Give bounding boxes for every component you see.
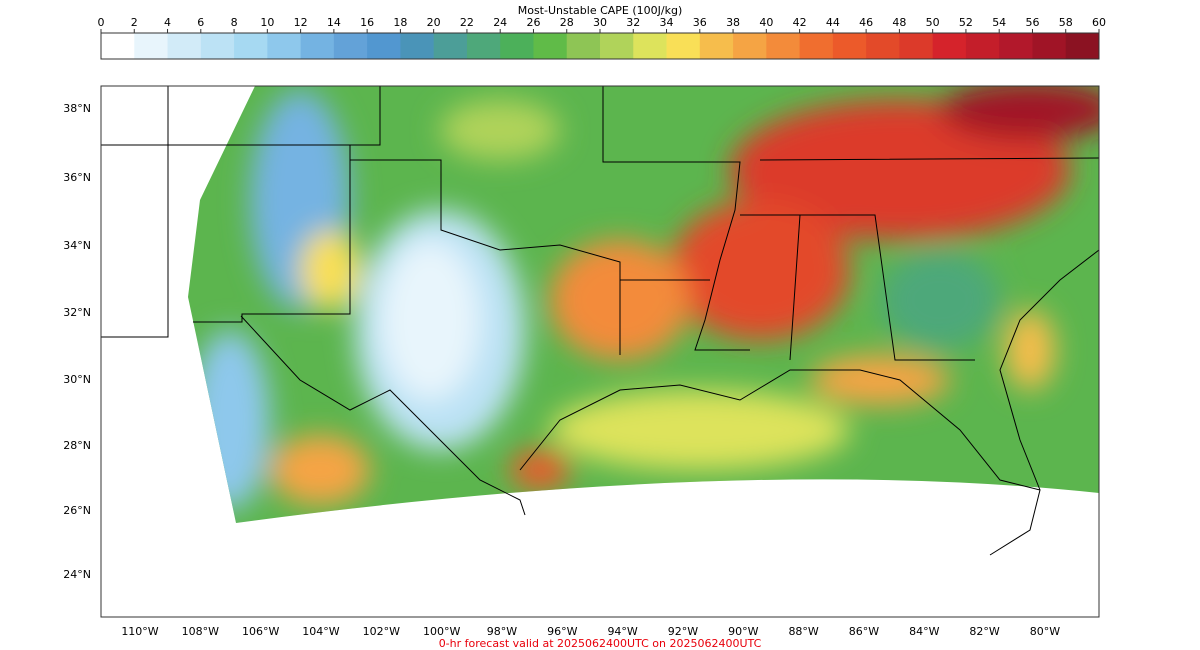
colorbar-bin [267, 33, 302, 59]
lon-labels: 110°W 108°W 106°W 104°W 102°W 100°W 98°W 96°W 94… [121, 625, 1060, 638]
lon-label: 102°W [363, 625, 400, 638]
lon-label: 108°W [182, 625, 219, 638]
lon-label: 90°W [728, 625, 758, 638]
colorbar-tick-label: 4 [164, 16, 171, 29]
colorbar-bin [433, 33, 468, 59]
colorbar-tick-label: 6 [197, 16, 204, 29]
colorbar-tick-label: 8 [231, 16, 238, 29]
colorbar-bin [566, 33, 601, 59]
colorbar-bin [333, 33, 368, 59]
colorbar-tick-label: 12 [294, 16, 308, 29]
colorbar-bin [866, 33, 900, 59]
colorbar-bin [134, 33, 169, 59]
colorbar-tick-label: 18 [393, 16, 407, 29]
colorbar-tick-label: 16 [360, 16, 374, 29]
lat-label: 24°N [63, 568, 91, 581]
lon-label: 84°W [909, 625, 939, 638]
cape-field [188, 86, 1099, 523]
colorbar-tick-label: 30 [593, 16, 607, 29]
colorbar-bin [699, 33, 734, 59]
colorbar-tick-label: 2 [131, 16, 138, 29]
colorbar-tick-label: 52 [959, 16, 973, 29]
colorbar-tick-label: 60 [1092, 16, 1106, 29]
lon-label: 104°W [302, 625, 339, 638]
lat-label: 28°N [63, 439, 91, 452]
colorbar-tick-label: 26 [526, 16, 540, 29]
lon-label: 80°W [1030, 625, 1060, 638]
colorbar-tick-label: 42 [793, 16, 807, 29]
colorbar-bin [167, 33, 202, 59]
colorbar-bin [999, 33, 1033, 59]
colorbar-title: Most-Unstable CAPE (100J/kg) [518, 4, 683, 17]
colorbar-bin [766, 33, 801, 59]
colorbar-tick-label: 0 [98, 16, 105, 29]
lon-label: 110°W [121, 625, 158, 638]
colorbar-tick-label: 32 [626, 16, 640, 29]
colorbar-tick-label: 56 [1025, 16, 1039, 29]
lat-label: 32°N [63, 306, 91, 319]
colorbar-bin [300, 33, 335, 59]
lon-label: 88°W [788, 625, 818, 638]
colorbar-tick-label: 50 [926, 16, 940, 29]
colorbar-bin [500, 33, 534, 59]
colorbar-tick-label: 14 [327, 16, 341, 29]
colorbar-bin [1065, 33, 1100, 59]
colorbar-bin [965, 33, 1000, 59]
colorbar-bin [200, 33, 235, 59]
colorbar-tick-label: 44 [826, 16, 840, 29]
map-frame [100, 85, 1100, 618]
colorbar-tick-label: 36 [693, 16, 707, 29]
colorbar-tick-label: 46 [859, 16, 873, 29]
lon-label: 94°W [607, 625, 637, 638]
colorbar-bin [400, 33, 435, 59]
lon-label: 86°W [849, 625, 879, 638]
lat-label: 38°N [63, 102, 91, 115]
colorbar-bin [367, 33, 401, 59]
colorbar-bin [733, 33, 767, 59]
colorbar-tick-label: 24 [493, 16, 507, 29]
boundaries [101, 86, 1100, 556]
lat-label: 36°N [63, 171, 91, 184]
colorbar-bin [932, 33, 967, 59]
lon-label: 106°W [242, 625, 279, 638]
lon-label: 92°W [668, 625, 698, 638]
colorbar-tick-label: 20 [427, 16, 441, 29]
colorbar-tick-label: 58 [1059, 16, 1073, 29]
colorbar-tick-label: 10 [260, 16, 274, 29]
colorbar-tick-label: 28 [560, 16, 574, 29]
colorbar-tick-label: 38 [726, 16, 740, 29]
colorbar: 0 2 4 6 8 10 12 14 16 18 20 22 24 26 28 30 32 34 36 38 40 42 4… [98, 16, 1106, 59]
colorbar-tick-label: 22 [460, 16, 474, 29]
footer: 0-hr forecast valid at 2025062400UTC on … [439, 637, 762, 650]
colorbar-bin [600, 33, 634, 59]
colorbar-tick-label: 40 [759, 16, 773, 29]
colorbar-bin [633, 33, 668, 59]
colorbar-bin [799, 33, 834, 59]
colorbar-tick-label: 48 [892, 16, 906, 29]
colorbar-bin [466, 33, 501, 59]
colorbar-frame [100, 32, 1100, 60]
lon-label: 96°W [547, 625, 577, 638]
colorbar-tick-label: 34 [660, 16, 674, 29]
lon-label: 98°W [487, 625, 517, 638]
colorbar-bin [1032, 33, 1067, 59]
colorbar-bin [234, 33, 268, 59]
colorbar-bin [899, 33, 934, 59]
colorbar-bin [832, 33, 867, 59]
lat-label: 34°N [63, 239, 91, 252]
colorbar-bin [666, 33, 701, 59]
lon-label: 100°W [423, 625, 460, 638]
colorbar-tick-label: 54 [992, 16, 1006, 29]
colorbar-bin [101, 33, 135, 59]
lon-label: 82°W [969, 625, 999, 638]
lat-label: 26°N [63, 504, 91, 517]
colorbar-bin [533, 33, 568, 59]
lat-label: 30°N [63, 373, 91, 386]
